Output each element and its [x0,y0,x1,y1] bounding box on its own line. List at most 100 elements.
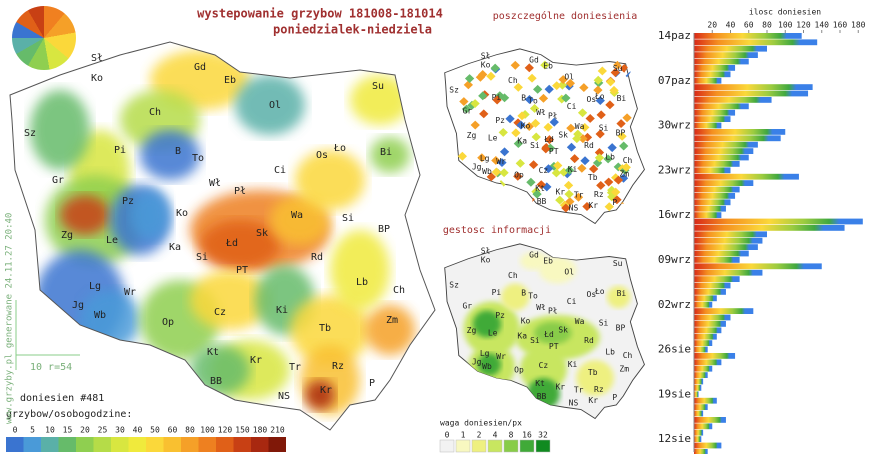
city-label: Pi [492,288,502,297]
bar [694,122,722,129]
bar [694,378,704,385]
report-dot [478,70,488,79]
bar [694,359,722,366]
density-legend-label: 2 [477,431,482,440]
legend-swatch [163,437,181,452]
city-label: Lb [605,152,615,161]
city-label: Sł [481,247,491,256]
legend-title: grzybow/osobogodzine: [6,409,132,420]
report-dot [464,174,475,184]
density-legend-title: waga doniesien/px [440,419,522,428]
report-dot [478,91,488,101]
city-label: Ol [564,73,574,82]
city-label: Os [587,95,597,104]
legend-swatch [198,437,216,452]
city-label: Gd [529,251,539,260]
city-label: Tr [289,362,301,373]
city-label: Os [587,290,597,299]
legend-swatch [268,437,286,452]
city-label: Ka [517,137,527,146]
bar [694,167,731,174]
x-tick-label: 100 [778,21,793,30]
bar [694,442,722,449]
report-dot [555,195,565,205]
bar [694,161,740,167]
bar [694,327,722,334]
subtitle: poniedzialek-niedziela [273,23,432,37]
report-dot [544,135,555,145]
city-label: BB [537,197,547,206]
report-dot [545,143,556,153]
city-label: Gd [529,56,539,65]
legend-label: 0 [13,426,18,435]
density-swatch [519,439,535,453]
city-label: Op [514,170,524,179]
legend-label: 60 [168,426,178,435]
report-dot [485,185,495,195]
city-label: Lg [480,154,490,163]
city-label: Wr [496,157,506,166]
report-dot [475,196,485,206]
report-dot [459,97,469,106]
city-label: Ki [276,305,288,316]
heat-blob [30,90,90,170]
city-label: Ko [176,208,188,219]
report-dot [604,177,614,187]
report-dot [557,80,568,90]
bar [694,52,758,58]
city-label: Eb [543,257,553,266]
report-dot [497,191,508,201]
report-dot [466,174,476,184]
city-label: Gr [52,175,64,186]
heat-blob [235,75,305,135]
density-legend-label: 4 [493,431,498,440]
density-legend-label: 16 [522,431,532,440]
city-label: Zm [619,170,629,179]
city-label: Op [514,365,524,374]
heat-blob [295,150,365,210]
city-label: Ko [481,61,491,70]
city-label: Jg [472,358,482,367]
bar [694,199,731,206]
city-label: Wł [536,303,546,312]
city-label: Sł [91,53,103,64]
legend-swatch [6,437,24,452]
city-label: Eb [543,62,553,71]
density-blob [534,321,572,345]
city-label: Łd [543,330,554,339]
city-label: Bi [617,94,627,103]
city-label: Kr [588,201,598,210]
city-label: Wa [291,210,303,221]
bar [694,141,758,148]
bar [694,282,731,289]
city-label: Bi [617,289,627,298]
city-label: Pł [548,112,558,121]
legend-swatch [111,437,129,452]
city-label: Si [196,252,208,263]
heat-blob [60,195,110,235]
bar [694,321,726,327]
credit: www.grzyby.pl generowane 24.11.27 20:40 [5,213,15,424]
report-dot [457,196,467,206]
x-tick-label: 40 [726,21,736,30]
legend-swatch [233,437,251,452]
city-label: Łd [225,238,238,249]
legend-label: 10 [45,426,55,435]
legend-swatch [76,437,94,452]
heat-blob [130,190,170,240]
legend-label: 80 [185,426,195,435]
report-dot [529,103,540,113]
report-dot [499,187,509,197]
density-blob [538,256,577,284]
legend-label: 100 [200,426,215,435]
report-dot [470,99,480,109]
heat-blob [370,137,410,173]
legend-swatch [181,437,199,452]
bar [694,84,813,90]
date-label: 02wrz [658,298,691,311]
city-label: Op [162,317,174,328]
date-label: 16wrz [658,208,691,221]
city-label: Ci [274,165,286,176]
bar [694,314,731,321]
city-label: Kr [556,383,566,392]
